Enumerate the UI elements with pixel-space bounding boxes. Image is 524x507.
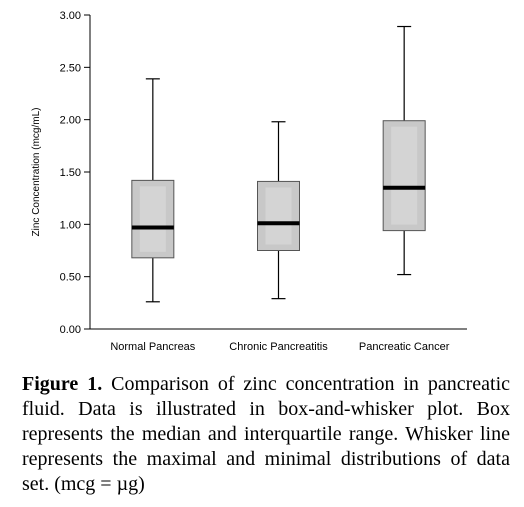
y-axis-title: Zinc Concentration (mcg/mL)	[31, 108, 42, 237]
y-tick-label: 2.50	[60, 62, 81, 74]
figure-caption: Figure 1. Comparison of zinc concentrati…	[22, 372, 510, 497]
x-category-label: Pancreatic Cancer	[359, 341, 450, 353]
x-category-label: Chronic Pancreatitis	[229, 341, 328, 353]
y-tick-label: 1.00	[60, 219, 81, 231]
y-tick-label: 0.50	[60, 272, 81, 284]
boxes-group	[131, 25, 426, 303]
caption-text: Comparison of zinc concentration in panc…	[22, 373, 511, 495]
box-plot-chart: 0.00 0.50 1.00 1.50 2.00 2.50 3.00 Normal Panc…	[31, 10, 467, 353]
y-tick-label: 2.00	[60, 115, 81, 127]
y-tick-label: 1.50	[60, 167, 81, 179]
x-axis: Normal Pancreas Chronic Pancreatitis Pancr…	[90, 328, 467, 353]
iqr-box-inner	[391, 126, 418, 225]
y-tick-label: 0.00	[60, 324, 81, 336]
caption-label: Figure 1.	[22, 373, 103, 395]
iqr-box-inner	[265, 187, 292, 245]
y-tick-label: 3.00	[60, 10, 81, 22]
x-category-label: Normal Pancreas	[110, 341, 195, 353]
y-axis: 0.00 0.50 1.00 1.50 2.00 2.50 3.00	[60, 10, 91, 336]
iqr-box-inner	[139, 186, 166, 252]
